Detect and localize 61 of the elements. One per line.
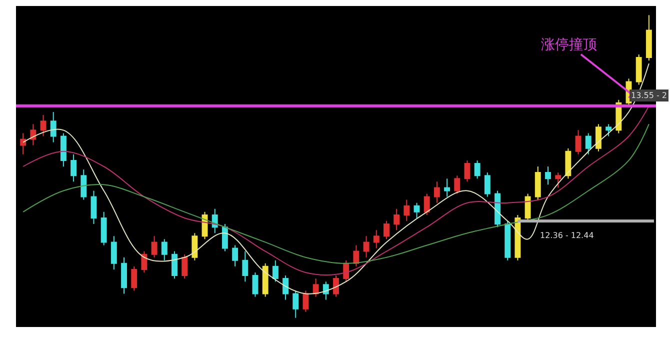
candlestick — [363, 236, 370, 258]
candlestick — [474, 160, 480, 180]
candlestick — [40, 114, 46, 137]
candlestick — [121, 256, 127, 294]
candlestick — [646, 14, 652, 62]
candlestick — [302, 290, 309, 312]
candlestick — [353, 244, 360, 267]
annotation: 12.36 - 12.44 — [540, 231, 594, 240]
candlestick — [151, 236, 158, 258]
candlestick — [20, 132, 26, 155]
candlestick — [252, 272, 258, 298]
candlestick — [585, 132, 592, 155]
candlestick — [242, 250, 248, 282]
candlestick — [434, 181, 440, 204]
candlestick — [414, 202, 420, 218]
candlestick — [524, 193, 531, 222]
candlestick — [80, 169, 87, 200]
candlestick — [373, 230, 380, 249]
candlestick — [172, 250, 178, 280]
candlestick — [60, 132, 66, 167]
candlestick — [312, 278, 319, 298]
candlestick — [534, 166, 541, 200]
candlestick — [262, 262, 268, 298]
candlestick — [444, 178, 450, 198]
candlestick — [595, 124, 602, 152]
candlestick — [514, 214, 521, 261]
candlestick — [232, 244, 238, 267]
candlestick — [394, 208, 400, 231]
candlestick — [282, 275, 288, 300]
candlestick — [454, 175, 460, 194]
candlestick — [222, 224, 228, 252]
candlestick — [182, 254, 188, 280]
candlestick — [545, 166, 551, 186]
candlestick — [30, 124, 36, 146]
candlestick — [100, 211, 107, 246]
candlestick — [322, 281, 329, 300]
candlestick — [70, 154, 77, 182]
candlestick — [575, 130, 582, 155]
candlestick — [565, 148, 572, 180]
candlestick — [192, 232, 198, 261]
candlestick — [555, 172, 562, 188]
annotation: 涨停撞顶 — [541, 37, 597, 53]
candlestick — [636, 54, 642, 86]
candlestick — [424, 193, 430, 216]
candlestick — [494, 190, 500, 228]
candlestick — [464, 160, 470, 182]
candlestick — [141, 250, 148, 273]
candlestick — [484, 172, 490, 198]
candlestick — [110, 236, 117, 270]
candlestick — [50, 111, 56, 143]
candlestick — [504, 220, 511, 261]
candlestick — [131, 266, 138, 292]
candlestick — [404, 199, 410, 222]
candlestick — [161, 238, 168, 261]
annotation: 13.55 - 2 — [631, 91, 667, 100]
candlestick — [272, 260, 278, 282]
candlestick — [90, 190, 97, 225]
candlestick — [606, 124, 612, 137]
candlestick — [292, 290, 299, 318]
candlestick — [384, 220, 390, 240]
candlestick — [333, 275, 339, 298]
